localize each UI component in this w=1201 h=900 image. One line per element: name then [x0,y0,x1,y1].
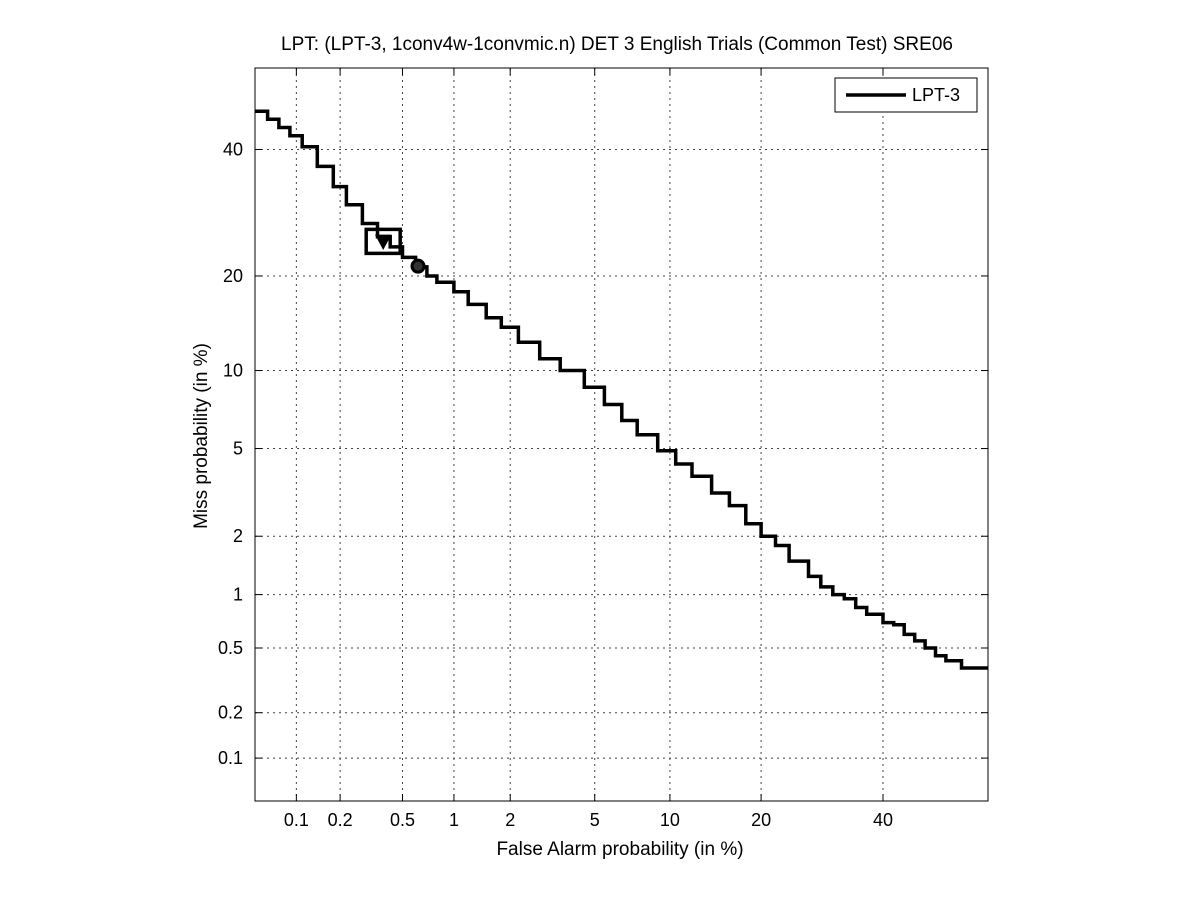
x-axis-ticks: 0.1 0.2 0.5 1 2 5 10 20 40 [284,68,893,830]
y-tick-label: 5 [233,439,243,459]
y-tick-label: 1 [233,585,243,605]
y-tick-label: 10 [223,361,243,381]
x-tick-label: 0.5 [390,810,415,830]
legend-label-lpt-3: LPT-3 [912,85,960,105]
decision-box-marker [364,227,402,256]
y-tick-label: 0.2 [218,703,243,723]
x-tick-label: 20 [751,810,771,830]
x-tick-label: 40 [873,810,893,830]
y-tick-label: 2 [233,526,243,546]
x-tick-label: 10 [660,810,680,830]
x-tick-label: 0.1 [284,810,309,830]
min-cost-point-marker [410,258,426,274]
y-axis-label: Miss probability (in %) [191,343,212,529]
x-tick-label: 0.2 [328,810,353,830]
x-tick-label: 2 [505,810,515,830]
grid [255,68,988,801]
series-line-lpt-3 [255,109,988,670]
y-tick-label: 0.1 [218,748,243,768]
y-tick-label: 20 [223,266,243,286]
x-tick-label: 1 [449,810,459,830]
y-tick-label: 0.5 [218,638,243,658]
markers [364,227,426,274]
chart-title: LPT: (LPT-3, 1conv4w-1convmic.n) DET 3 E… [281,34,953,55]
x-axis-label: False Alarm probability (in %) [496,839,743,860]
legend: LPT-3 [834,77,978,113]
plot-area [254,67,989,802]
y-tick-label: 40 [223,139,243,159]
x-tick-label: 5 [590,810,600,830]
actual-decision-point-marker [374,234,392,250]
y-axis-ticks: 0.1 0.2 0.5 1 2 5 10 20 40 [218,139,988,768]
